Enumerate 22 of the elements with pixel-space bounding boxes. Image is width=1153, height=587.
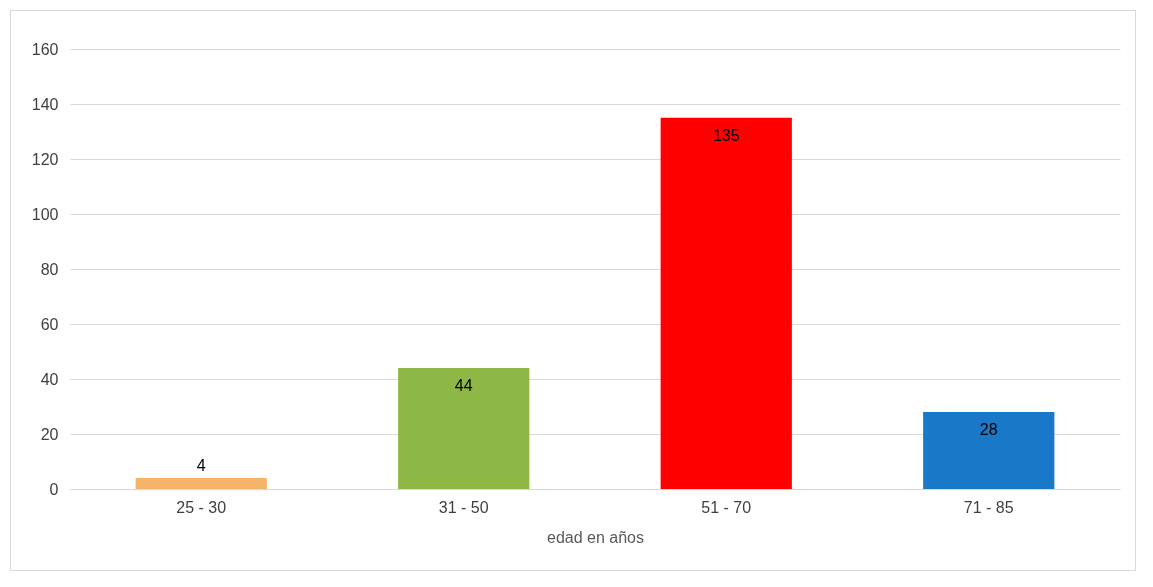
x-tick-label: 31 - 50 — [438, 498, 489, 516]
x-tick-label: 71 - 85 — [963, 498, 1014, 516]
data-label: 4 — [196, 457, 206, 474]
x-tick-label: 25 - 30 — [176, 498, 227, 516]
y-tick-label: 40 — [40, 370, 59, 388]
bar — [135, 478, 267, 489]
y-tick-label: 60 — [40, 315, 59, 333]
y-tick-label: 0 — [49, 480, 59, 498]
y-tick-label: 20 — [40, 425, 59, 443]
data-label: 44 — [454, 377, 473, 394]
data-label: 28 — [979, 421, 998, 438]
y-tick-label: 80 — [40, 260, 59, 278]
y-tick-label: 120 — [31, 150, 59, 168]
data-label: 135 — [712, 126, 740, 144]
bar — [923, 412, 1055, 489]
x-axis-title: edad en años — [547, 528, 644, 546]
bar — [660, 117, 792, 489]
y-tick-label: 160 — [31, 40, 59, 58]
bar — [398, 368, 530, 489]
x-tick-label: 51 - 70 — [701, 498, 752, 516]
y-tick-label: 140 — [31, 95, 59, 113]
y-tick-label: 100 — [31, 205, 59, 223]
